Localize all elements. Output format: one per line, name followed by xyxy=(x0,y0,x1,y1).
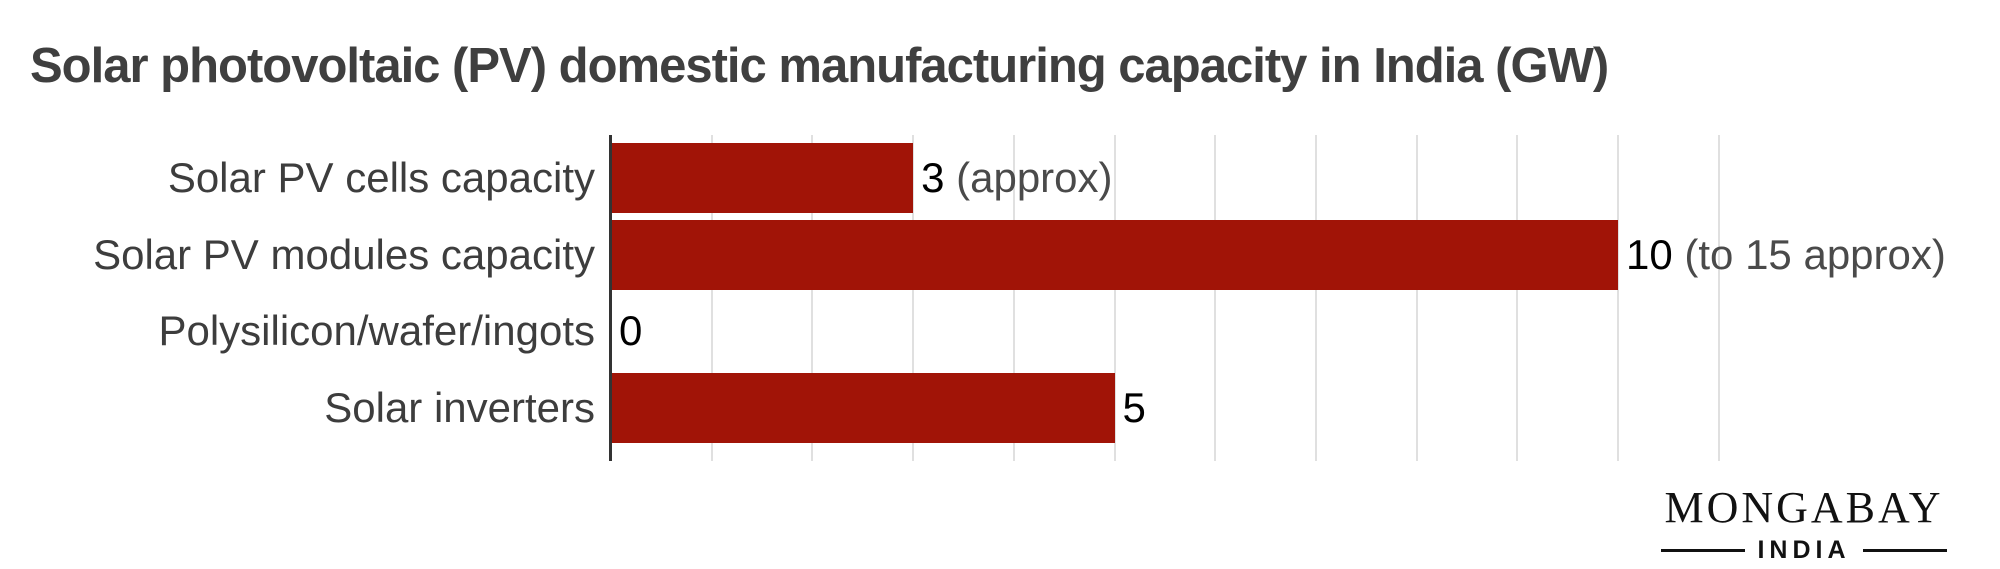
category-label: Solar PV modules capacity xyxy=(93,230,595,278)
value-label: 10 (to 15 approx) xyxy=(1626,220,1946,290)
category-label: Solar PV cells capacity xyxy=(167,154,595,201)
value-note: (to 15 approx) xyxy=(1672,230,1946,278)
plot-area: 3 (approx) 10 (to 15 approx) 0 5 xyxy=(609,135,1946,461)
value-label: 3 (approx) xyxy=(921,143,1112,213)
gridline xyxy=(1617,135,1619,461)
logo-rule-left xyxy=(1661,549,1746,552)
value-number: 0 xyxy=(619,307,643,354)
gridline xyxy=(1113,135,1116,461)
bar xyxy=(611,372,1115,443)
gridline xyxy=(1012,135,1015,461)
category-label: Solar inverters xyxy=(324,383,595,431)
logo-rule-right xyxy=(1862,549,1947,552)
logo-sub-label: INDIA xyxy=(1757,536,1851,564)
bar xyxy=(611,219,1618,290)
value-number: 5 xyxy=(1122,383,1146,431)
gridline xyxy=(912,135,915,461)
gridline xyxy=(1717,135,1720,461)
value-number: 10 xyxy=(1626,230,1673,278)
gridline xyxy=(1516,135,1519,461)
y-axis-line xyxy=(609,135,612,461)
value-note: (approx) xyxy=(944,154,1113,201)
value-label: 5 xyxy=(1123,373,1146,443)
gridline xyxy=(710,135,713,461)
gridline xyxy=(1415,135,1418,461)
logo-sub-row: INDIA xyxy=(1661,536,1947,565)
category-labels-column: Solar PV cells capacity Solar PV modules … xyxy=(0,135,610,461)
gridline xyxy=(811,135,814,461)
value-number: 3 xyxy=(921,154,945,201)
gridline xyxy=(1214,135,1217,461)
category-label: Polysilicon/wafer/ingots xyxy=(158,307,595,354)
mongabay-logo: MONGABAY INDIA xyxy=(1661,482,1947,565)
bar xyxy=(611,143,914,213)
gridline xyxy=(1314,135,1317,461)
logo-wordmark: MONGABAY xyxy=(1664,483,1944,532)
chart-title: Solar photovoltaic (PV) domestic manufac… xyxy=(30,39,1609,93)
value-label: 0 xyxy=(619,296,642,366)
